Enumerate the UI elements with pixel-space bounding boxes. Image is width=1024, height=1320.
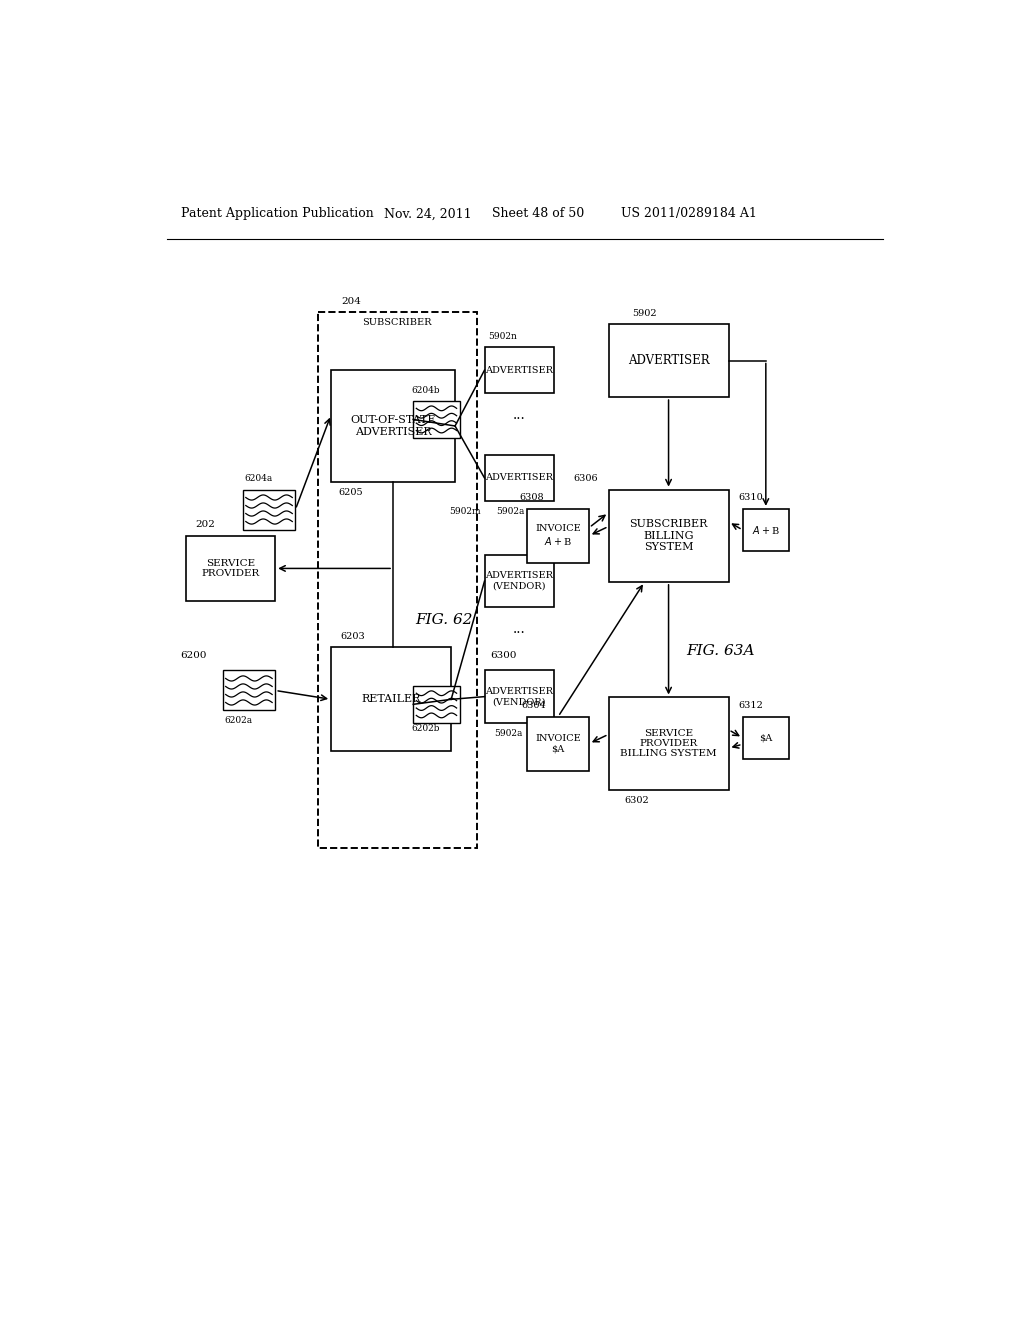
- Text: OUT-OF-STATE
ADVERTISER: OUT-OF-STATE ADVERTISER: [350, 416, 436, 437]
- Text: 6202a: 6202a: [224, 715, 252, 725]
- Bar: [331, 647, 452, 751]
- Bar: [484, 671, 554, 723]
- Text: SUBSCRIBER
BILLING
SYSTEM: SUBSCRIBER BILLING SYSTEM: [630, 519, 708, 552]
- Text: $A: $A: [759, 734, 772, 742]
- Bar: [484, 347, 554, 393]
- Bar: [742, 508, 790, 552]
- Text: ...: ...: [513, 622, 525, 636]
- Bar: [186, 536, 275, 601]
- Text: 6204b: 6204b: [412, 385, 440, 395]
- Text: INVOICE
$A+$B: INVOICE $A+$B: [536, 524, 581, 548]
- Bar: [414, 686, 460, 723]
- Text: 6203: 6203: [340, 632, 366, 642]
- Text: ADVERTISER: ADVERTISER: [485, 474, 553, 482]
- Text: US 2011/0289184 A1: US 2011/0289184 A1: [621, 207, 757, 220]
- Text: $A+$B: $A+$B: [752, 524, 779, 536]
- Text: 6310: 6310: [738, 494, 764, 503]
- Text: SUBSCRIBER: SUBSCRIBER: [362, 318, 432, 327]
- Text: 5902m: 5902m: [450, 507, 481, 516]
- Text: 6302: 6302: [624, 796, 649, 805]
- Text: 204: 204: [341, 297, 361, 306]
- Text: 6202b: 6202b: [412, 725, 440, 734]
- Text: ADVERTISER: ADVERTISER: [628, 354, 710, 367]
- Text: SERVICE
PROVIDER: SERVICE PROVIDER: [202, 558, 260, 578]
- Text: 6304: 6304: [521, 701, 546, 710]
- Text: Nov. 24, 2011: Nov. 24, 2011: [384, 207, 471, 220]
- Text: 6312: 6312: [738, 701, 764, 710]
- Text: 5902a: 5902a: [494, 729, 522, 738]
- Bar: [484, 455, 554, 502]
- Text: Patent Application Publication: Patent Application Publication: [180, 207, 374, 220]
- Bar: [414, 401, 460, 438]
- Text: 6300: 6300: [490, 651, 517, 660]
- Bar: [484, 554, 554, 607]
- Text: ...: ...: [513, 408, 525, 422]
- Bar: [608, 490, 729, 582]
- Text: INVOICE
$A: INVOICE $A: [536, 734, 581, 754]
- Bar: [608, 323, 729, 397]
- Text: SERVICE
PROVIDER
BILLING SYSTEM: SERVICE PROVIDER BILLING SYSTEM: [621, 729, 717, 759]
- Text: FIG. 62: FIG. 62: [416, 614, 473, 627]
- Text: FIG. 63A: FIG. 63A: [687, 644, 755, 659]
- Bar: [243, 490, 295, 529]
- Bar: [527, 508, 589, 562]
- Text: 6308: 6308: [519, 494, 544, 503]
- Bar: [331, 370, 455, 482]
- Text: 5902n: 5902n: [488, 331, 517, 341]
- Bar: [608, 697, 729, 789]
- Text: ADVERTISER
(VENDOR): ADVERTISER (VENDOR): [485, 686, 553, 706]
- Text: 6204a: 6204a: [245, 474, 272, 483]
- Text: 6200: 6200: [180, 651, 207, 660]
- Text: RETAILER: RETAILER: [361, 694, 421, 705]
- Text: 5902: 5902: [632, 309, 656, 318]
- Bar: [317, 313, 477, 847]
- Bar: [742, 717, 790, 759]
- Text: Sheet 48 of 50: Sheet 48 of 50: [493, 207, 585, 220]
- Text: 6205: 6205: [339, 488, 364, 498]
- Text: ADVERTISER
(VENDOR): ADVERTISER (VENDOR): [485, 572, 553, 591]
- Text: ADVERTISER: ADVERTISER: [485, 366, 553, 375]
- Bar: [527, 717, 589, 771]
- Bar: [222, 671, 275, 710]
- Text: 5902a: 5902a: [496, 507, 524, 516]
- Text: 6306: 6306: [573, 474, 598, 483]
- Text: 202: 202: [196, 520, 215, 529]
